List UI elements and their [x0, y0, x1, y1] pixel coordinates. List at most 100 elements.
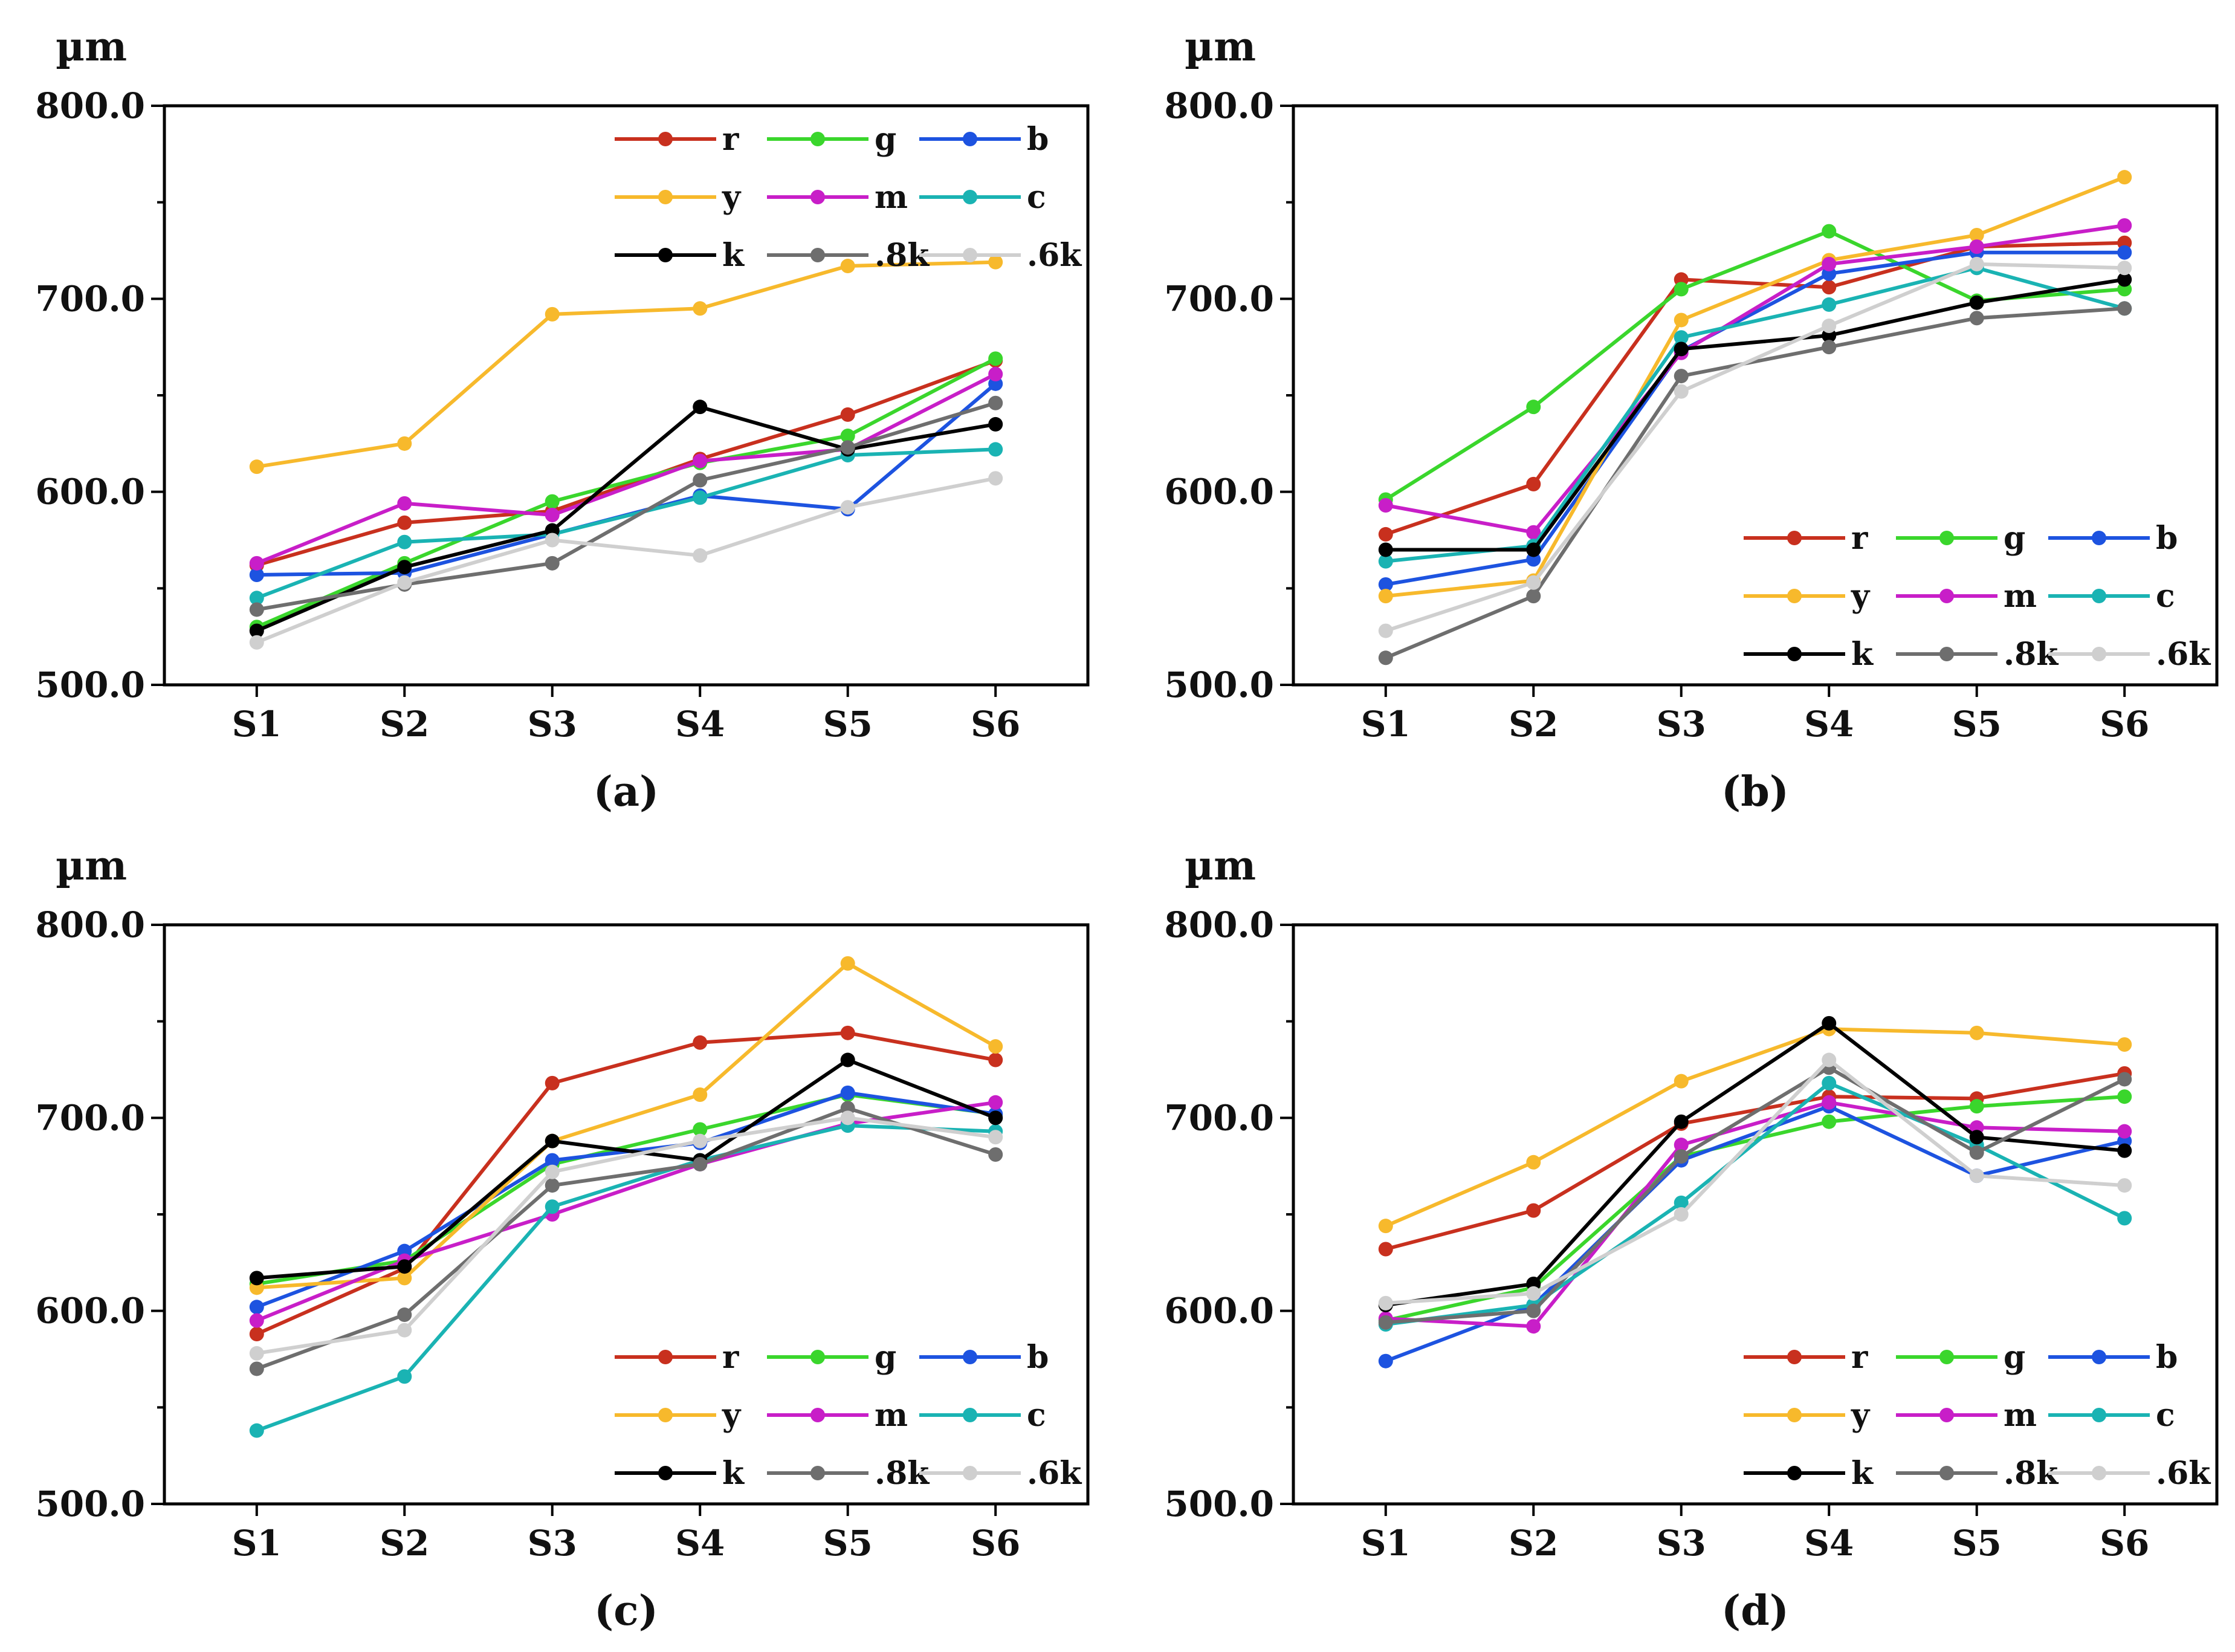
- data-point-8k: [249, 602, 264, 617]
- legend-marker-g: [1939, 1350, 1954, 1364]
- y-tick-label: 600.0: [35, 471, 145, 513]
- data-point-b: [1378, 577, 1393, 592]
- data-point-m: [693, 453, 708, 468]
- data-point-b: [2117, 245, 2132, 260]
- x-tick-label: S6: [971, 1523, 1020, 1564]
- legend-label-y: y: [1851, 1397, 1871, 1434]
- legend-label-g: g: [875, 1339, 896, 1376]
- data-point-y: [545, 306, 560, 322]
- series-line-k: [1385, 277, 2125, 552]
- series-line-m: [1385, 224, 2125, 534]
- data-point-r: [545, 1075, 560, 1090]
- legend-label-c: c: [1027, 179, 1046, 216]
- x-tick-label: S4: [675, 704, 725, 745]
- x-tick-label: S5: [1952, 1523, 2002, 1564]
- legend-label-b: b: [2156, 1339, 2178, 1376]
- legend-marker-c: [963, 190, 977, 204]
- data-point-b: [840, 1085, 855, 1100]
- data-point-r: [397, 515, 412, 530]
- y-axis-unit-label: µm: [1185, 23, 1256, 70]
- data-point-g: [2117, 1089, 2132, 1104]
- x-tick-label: S2: [380, 1523, 429, 1564]
- data-point-c: [1822, 1075, 1837, 1090]
- data-point-6k: [1378, 623, 1393, 638]
- x-tick-label: S5: [823, 1523, 873, 1564]
- data-point-y: [2117, 170, 2132, 185]
- plot-frame: [163, 104, 1090, 687]
- data-point-y: [840, 956, 855, 971]
- data-point-y: [693, 301, 708, 316]
- data-point-g: [1969, 1099, 1984, 1114]
- chart-panel-b: µm 500.0 600.0 700.0 800.0 S1 S2 S3 S4 S5 S6 r g b y m c…: [1164, 23, 2219, 816]
- data-point-6k: [1378, 1295, 1393, 1310]
- x-tick-label: S6: [971, 704, 1020, 745]
- y-axis-unit-label: µm: [56, 842, 127, 889]
- legend-marker-y: [1787, 1408, 1802, 1422]
- series-line-g: [256, 357, 997, 629]
- data-point-r: [1822, 280, 1837, 295]
- chart-panel-c: µm 500.0 600.0 700.0 800.0 S1 S2 S3 S4 S5 S6 r g b y m c…: [35, 842, 1090, 1635]
- data-point-m: [249, 1313, 264, 1328]
- y-tick-label: 800.0: [1164, 85, 1274, 126]
- y-tick-label: 500.0: [35, 1483, 145, 1524]
- legend-marker-m: [1939, 1408, 1954, 1422]
- data-point-k: [249, 623, 264, 638]
- series-line-6k: [1385, 262, 2125, 633]
- data-point-k: [2117, 1143, 2132, 1158]
- legend-marker-6k: [2092, 1466, 2106, 1480]
- data-point-y: [397, 436, 412, 451]
- data-point-y: [840, 259, 855, 274]
- data-point-8k: [2117, 1072, 2132, 1087]
- data-point-c: [397, 1369, 412, 1384]
- data-point-c: [1822, 297, 1837, 312]
- legend-label-g: g: [2004, 520, 2025, 557]
- data-point-8k: [2117, 301, 2132, 316]
- data-point-r: [249, 1326, 264, 1341]
- series-line-r: [1385, 241, 2125, 536]
- legend: r g by m ck .8k .6k: [615, 1339, 1082, 1492]
- data-point-m: [988, 366, 1003, 381]
- legend-marker-c: [2092, 589, 2106, 603]
- data-point-6k: [1526, 1286, 1541, 1301]
- data-point-8k: [988, 1147, 1003, 1162]
- series-line-6k: [256, 476, 996, 644]
- y-axis-unit-label: µm: [1185, 842, 1256, 889]
- data-point-6k: [1674, 1207, 1689, 1222]
- data-point-g: [988, 351, 1003, 366]
- data-point-8k: [988, 395, 1003, 410]
- y-tick-label: 800.0: [35, 904, 145, 945]
- legend-marker-r: [658, 1350, 673, 1364]
- data-point-b: [249, 567, 264, 582]
- data-point-c: [545, 1199, 560, 1214]
- legend-marker-m: [1939, 589, 1954, 603]
- data-point-8k: [840, 440, 855, 455]
- data-point-y: [988, 254, 1003, 270]
- data-point-y: [1674, 1074, 1689, 1089]
- series-line-m: [256, 1100, 996, 1323]
- legend: r g by m ck .8k .6k: [1744, 1339, 2211, 1492]
- data-point-k: [2117, 272, 2132, 287]
- data-point-y: [1969, 1025, 1984, 1040]
- x-tick-label: S2: [1509, 1523, 1558, 1564]
- legend-label-m: m: [2004, 578, 2037, 615]
- legend-marker-k: [658, 1466, 673, 1480]
- series-line-8k: [256, 401, 997, 612]
- x-tick-label: S3: [1657, 1523, 1706, 1564]
- y-tick-label: 700.0: [1164, 278, 1274, 319]
- data-point-k: [1674, 1114, 1689, 1129]
- x-tick-label: S4: [675, 1523, 725, 1564]
- data-point-y: [1969, 227, 1984, 242]
- data-point-k: [693, 400, 708, 415]
- data-point-6k: [397, 1323, 412, 1338]
- data-point-k: [1378, 542, 1393, 557]
- data-point-8k: [397, 1307, 412, 1323]
- chart-panel-a: µm 500.0 600.0 700.0 800.0 S1 S2 S3 S4 S5 S6 r g b y m c…: [35, 23, 1090, 816]
- data-point-6k: [988, 1130, 1003, 1145]
- data-point-6k: [693, 1133, 708, 1148]
- data-point-6k: [1674, 384, 1689, 399]
- data-point-g: [1526, 400, 1541, 415]
- legend-marker-g: [1939, 531, 1954, 545]
- y-tick-label: 700.0: [1164, 1097, 1274, 1138]
- legend-label-c: c: [1027, 1397, 1046, 1434]
- data-point-y: [1378, 1219, 1393, 1234]
